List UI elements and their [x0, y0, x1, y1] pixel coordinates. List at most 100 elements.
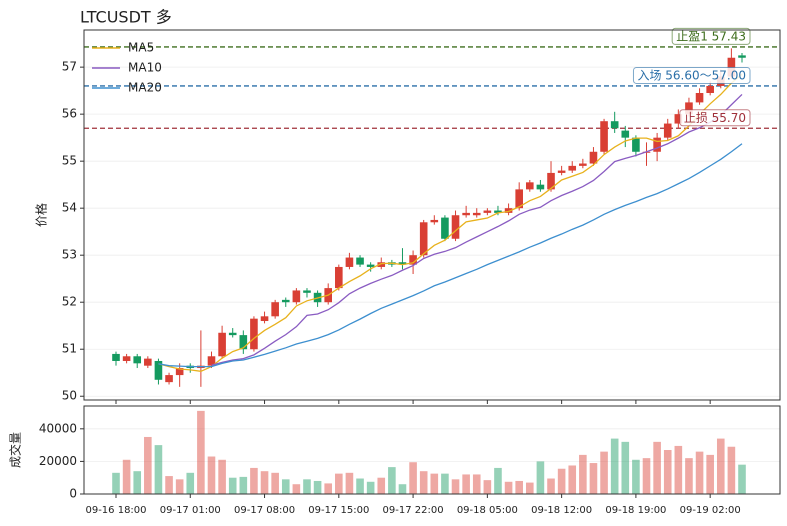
candle-body: [207, 356, 216, 366]
candle-body: [218, 332, 226, 357]
x-tick-label: 09-17 01:00: [160, 505, 221, 516]
panel-frame: [83, 405, 781, 495]
candle-body: [621, 130, 630, 138]
volume-bar: [324, 483, 333, 494]
volume-bar: [165, 476, 173, 494]
candle-body: [419, 222, 428, 256]
x-tick-label: 09-19 02:00: [680, 505, 741, 516]
volume-bar: [419, 471, 428, 494]
candle-body: [377, 262, 386, 267]
candle-body: [441, 217, 449, 239]
candle-body: [292, 290, 301, 303]
volume-bar: [356, 478, 364, 494]
candle-body: [738, 55, 746, 58]
candle-body: [451, 215, 460, 239]
volume-bar: [610, 438, 619, 494]
y-tick-label: 54: [62, 201, 77, 215]
volume-bar: [525, 482, 534, 494]
volume-bar: [154, 445, 163, 494]
volume-bar: [695, 451, 704, 494]
x-tick-label: 09-17 22:00: [383, 505, 444, 516]
volume-bar: [632, 459, 640, 494]
candle-body: [663, 123, 672, 138]
volume-bar: [472, 474, 481, 494]
y-tick-label: 52: [62, 295, 77, 309]
level-label-box: [632, 66, 751, 84]
volume-bar: [600, 451, 608, 494]
candle-body: [112, 353, 120, 361]
x-tick-label: 09-17 15:00: [308, 505, 369, 516]
volume-bar: [303, 479, 311, 494]
volume-bar: [483, 480, 492, 494]
volume-bar: [122, 459, 131, 494]
candle-body: [472, 212, 481, 216]
volume-bar: [621, 441, 630, 494]
candle-body: [250, 318, 258, 350]
candle-body: [154, 360, 163, 380]
volume-bar: [207, 456, 216, 494]
candle-body: [144, 358, 152, 366]
volume-bar: [239, 476, 248, 494]
legend-label: MA10: [128, 61, 162, 75]
volume-bar: [557, 468, 566, 494]
level-label-box: [679, 109, 751, 127]
legend-label: MA20: [128, 81, 162, 95]
candle-body: [536, 184, 545, 190]
candle-body: [579, 163, 587, 166]
volume-bar: [674, 445, 683, 494]
candle-body: [568, 165, 577, 171]
y-axis-label: 成交量: [8, 432, 23, 468]
volume-bar: [653, 441, 661, 494]
x-tick-label: 09-18 05:00: [457, 505, 518, 516]
y-tick-label: 20000: [39, 454, 77, 468]
volume-bar: [515, 480, 523, 494]
candle-body: [430, 219, 439, 223]
x-tick-label: 09-18 12:00: [531, 505, 592, 516]
candle-body: [409, 255, 417, 265]
volume-bar: [260, 471, 269, 494]
volume-bar: [738, 464, 746, 494]
candle-body: [653, 137, 661, 152]
candle-body: [515, 189, 523, 209]
volume-bar: [663, 450, 672, 494]
candle-body: [674, 114, 683, 124]
candle-body: [271, 302, 279, 317]
ma-line: [158, 143, 743, 368]
candle-body: [504, 208, 513, 213]
candle-body: [398, 262, 407, 265]
candle-body: [165, 375, 173, 383]
x-tick-label: 09-18 19:00: [605, 505, 666, 516]
volume-bar: [536, 461, 545, 494]
candle-body: [260, 316, 269, 322]
volume-bar: [579, 454, 587, 494]
volume-bar: [186, 472, 195, 494]
volume-bar: [451, 479, 460, 494]
volume-bar: [197, 410, 205, 494]
y-tick-label: 40000: [39, 421, 77, 435]
x-tick-label: 09-16 18:00: [85, 505, 146, 516]
volume-bar: [133, 471, 142, 494]
legend-label: MA5: [128, 41, 154, 55]
volume-bar: [706, 454, 714, 494]
volume-bar: [218, 459, 226, 494]
candle-body: [483, 210, 492, 213]
volume-bar: [313, 480, 322, 494]
candle-body: [525, 182, 534, 190]
volume-bar: [366, 481, 375, 494]
candle-body: [133, 356, 142, 364]
level-label: 止损 55.70: [684, 111, 746, 125]
y-tick-label: 57: [62, 60, 77, 74]
candle-body: [239, 335, 248, 350]
candle-body: [175, 368, 184, 376]
volume-bar: [175, 479, 184, 494]
volume-bar: [589, 463, 598, 494]
candle-body: [610, 121, 619, 129]
candle-body: [695, 92, 704, 103]
chart-title: LTCUSDT 多: [80, 8, 172, 27]
volume-bar: [281, 479, 290, 494]
candle-body: [356, 257, 364, 265]
y-tick-label: 53: [62, 248, 77, 262]
candle-body: [303, 290, 311, 293]
candle-body: [228, 332, 237, 336]
